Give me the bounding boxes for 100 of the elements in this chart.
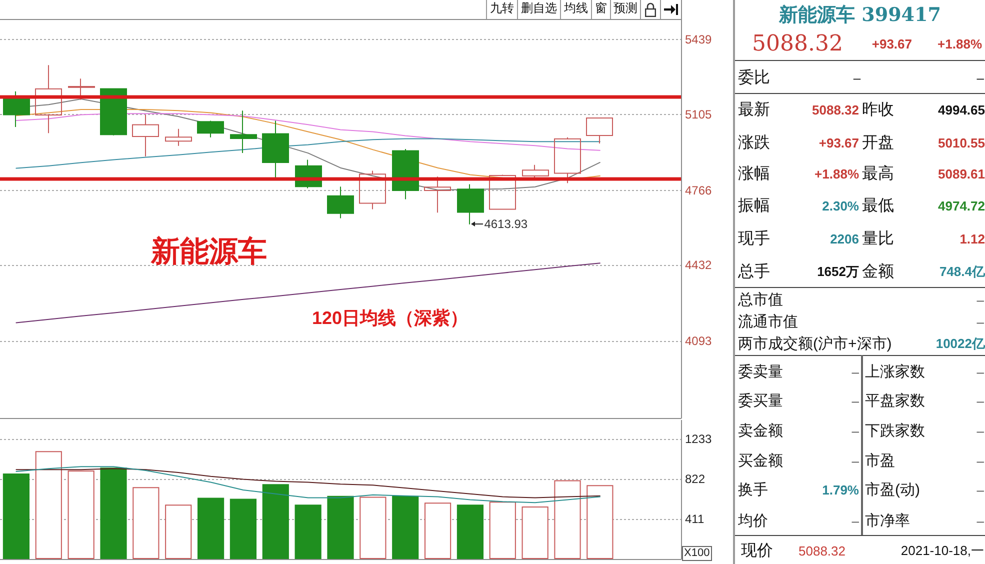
text: 4994.65 [938, 102, 985, 118]
bar [522, 506, 548, 559]
candlestick [424, 176, 451, 214]
bar [327, 496, 354, 559]
text: – [976, 292, 984, 308]
bar [2, 473, 30, 559]
text: 10022亿 [936, 335, 985, 353]
y-tick-label: 411 [685, 512, 704, 526]
text: 5089.61 [938, 166, 985, 182]
text: – [852, 394, 859, 408]
text: 最新 [738, 100, 770, 120]
annotation: 120日均线（深紫） [312, 307, 468, 330]
text: 平盘家数 [865, 392, 925, 410]
text: – [852, 364, 859, 380]
text: 5088.32 [798, 544, 846, 558]
text: 换手 [738, 480, 768, 500]
candlestick [392, 148, 419, 200]
text: 748.4亿 [939, 263, 985, 281]
annotation: 新能源车 [151, 234, 267, 270]
bar [262, 484, 289, 559]
text: – [976, 364, 984, 380]
candlestick [230, 110, 257, 154]
text: 5088.32 [812, 102, 859, 118]
text: 窗 [591, 0, 610, 19]
line-series [16, 466, 600, 504]
candlestick [586, 117, 613, 144]
candlestick [132, 114, 159, 157]
text: 金额 [862, 262, 894, 282]
text: 下跌家数 [865, 422, 925, 440]
line-series [16, 138, 600, 169]
text: 新能源车 399417 [779, 3, 941, 28]
text: – [976, 514, 984, 528]
text: 九转 [486, 0, 517, 19]
text: 2206 [830, 232, 859, 246]
y-axis-title: X100 [682, 546, 712, 561]
candlestick [489, 174, 516, 210]
candlestick [554, 136, 581, 184]
text: +93.67 [818, 136, 859, 150]
text: – [976, 70, 984, 86]
line-series [16, 468, 600, 498]
candlestick [100, 88, 127, 136]
bar [489, 502, 516, 559]
text: – [852, 454, 859, 468]
text: 委卖量 [738, 362, 783, 382]
text: – [976, 314, 984, 330]
text: 1.12 [960, 232, 985, 246]
text: 卖金额 [738, 422, 783, 440]
bar [230, 498, 257, 559]
candlestick [35, 64, 62, 134]
bar [392, 496, 419, 559]
text: 1.79% [822, 482, 859, 498]
candlestick [327, 186, 354, 219]
text: 委买量 [738, 392, 783, 410]
y-tick-label: 4766 [685, 183, 712, 198]
text: 委比 [738, 68, 770, 88]
bar [554, 480, 581, 559]
text: – [976, 482, 984, 498]
bar [360, 496, 386, 559]
text: 4974.72 [938, 198, 985, 214]
text: +1.88% [938, 36, 982, 52]
text: 昨收 [862, 100, 894, 120]
text: – [853, 70, 861, 86]
text: 均价 [738, 512, 768, 530]
text: 总市值 [738, 290, 783, 310]
text: – [852, 514, 859, 528]
text: 市净率 [865, 512, 910, 530]
text: 均线 [560, 0, 591, 19]
text: 总手 [738, 262, 770, 282]
bar [294, 504, 322, 559]
candlestick [197, 120, 224, 138]
text: 删自选 [517, 0, 560, 19]
text: 上涨家数 [865, 362, 925, 382]
bar [586, 485, 614, 559]
text: – [976, 424, 984, 438]
text: 预测 [610, 0, 640, 19]
bar [456, 504, 484, 559]
bar [165, 504, 192, 559]
bar [35, 451, 62, 559]
y-tick-label: 4432 [685, 258, 712, 272]
y-tick-label: 5105 [685, 107, 712, 122]
annotation: 4613.93 [484, 217, 528, 232]
bar [132, 487, 160, 559]
y-tick-label: 4093 [685, 334, 712, 348]
text: 量比 [862, 229, 894, 250]
text: 现价 [741, 542, 773, 562]
candlestick [68, 78, 95, 100]
text: +1.88% [814, 166, 859, 182]
text: 5088.32 [752, 32, 843, 56]
text: 市盈 [865, 452, 895, 470]
bar [68, 470, 94, 559]
line-series [16, 113, 600, 151]
bar [100, 468, 127, 559]
text: – [852, 424, 859, 438]
text: 振幅 [738, 196, 770, 216]
candlestick [522, 164, 549, 180]
bar [424, 502, 452, 559]
text: 涨幅 [738, 164, 770, 184]
candlestick [262, 120, 289, 180]
bar [197, 498, 224, 559]
y-tick-label: 822 [685, 472, 706, 486]
